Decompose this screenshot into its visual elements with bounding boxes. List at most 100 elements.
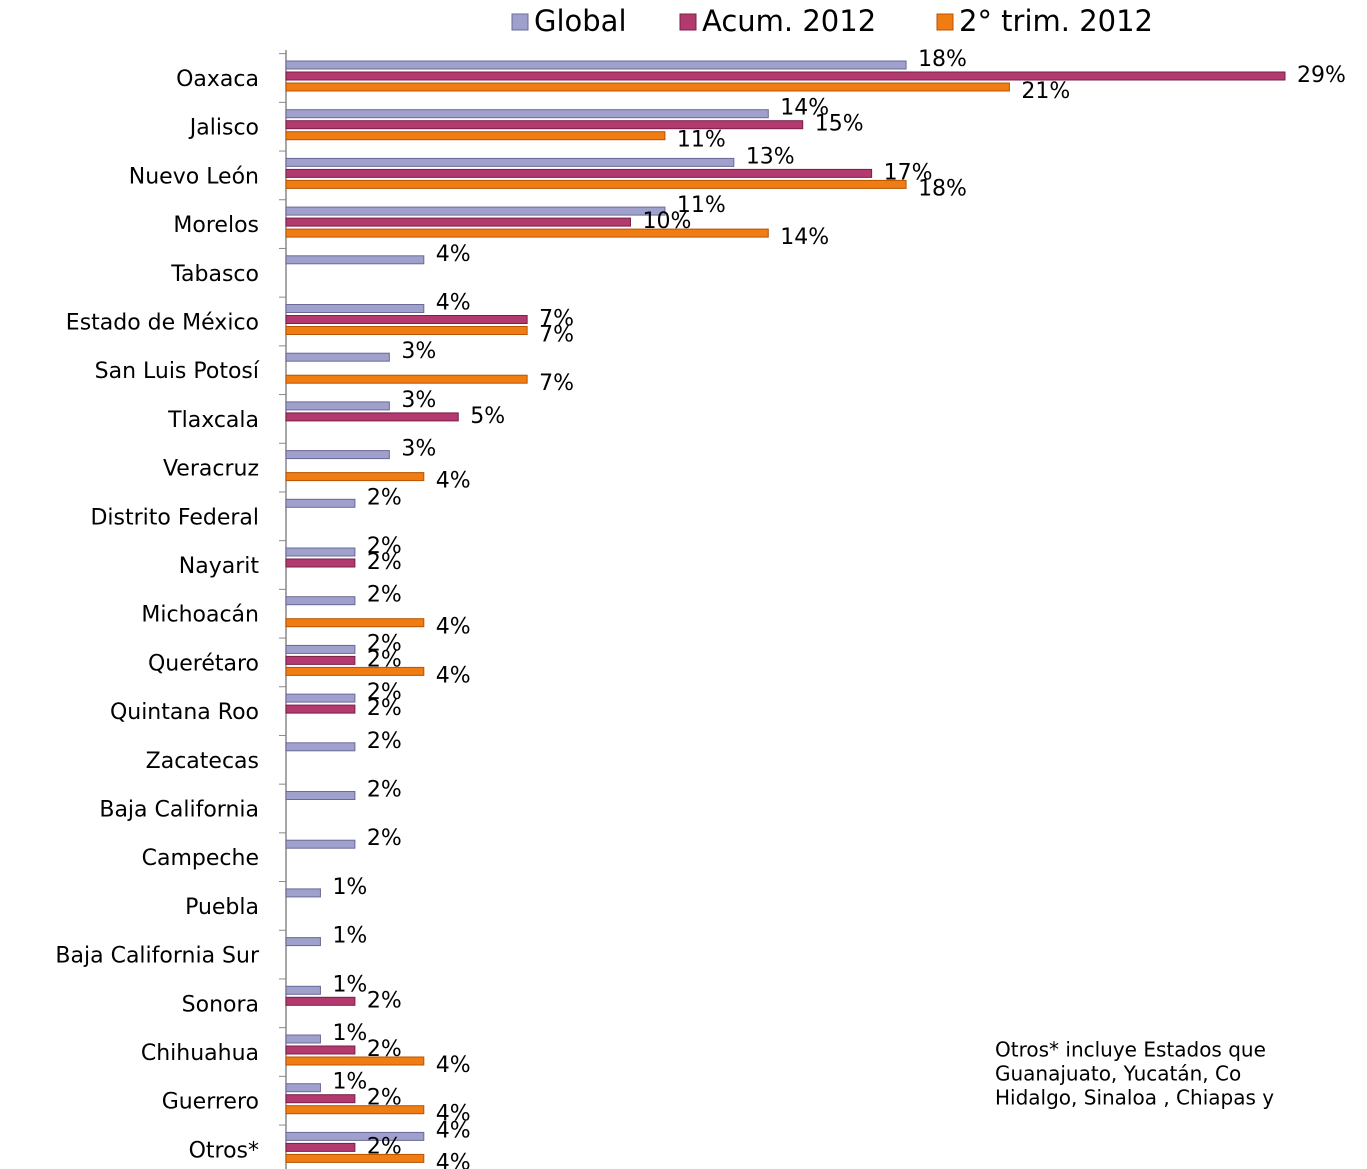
- legend-swatch: [936, 13, 954, 31]
- data-label: 1%: [332, 1021, 367, 1046]
- bar: [285, 374, 528, 384]
- legend-swatch: [511, 13, 529, 31]
- data-label: 1%: [332, 924, 367, 949]
- data-label: 4%: [436, 469, 471, 494]
- y-tick-label: Tlaxcala: [167, 408, 259, 433]
- bar: [285, 498, 356, 508]
- bar: [285, 1153, 425, 1163]
- bar: [285, 742, 356, 752]
- y-tick-label: Veracruz: [163, 457, 259, 482]
- bar: [285, 255, 425, 265]
- bar: [285, 1105, 425, 1115]
- data-label: 1%: [332, 1070, 367, 1095]
- data-label: 5%: [470, 404, 505, 429]
- bar: [285, 131, 666, 141]
- bar: [285, 704, 356, 714]
- data-label: 2%: [367, 729, 402, 754]
- y-tick-label: Nayarit: [179, 554, 260, 579]
- y-tick-label: Querétaro: [148, 651, 259, 676]
- data-label: 4%: [436, 1053, 471, 1078]
- bar: [285, 157, 735, 167]
- legend-swatch: [679, 13, 697, 31]
- y-tick-label: Oaxaca: [176, 67, 259, 92]
- bar: [285, 228, 769, 238]
- bar: [285, 82, 1010, 92]
- y-tick-label: Chihuahua: [141, 1041, 259, 1066]
- data-label: 3%: [401, 388, 436, 413]
- data-label: 3%: [401, 339, 436, 364]
- bar: [285, 401, 390, 411]
- bar: [285, 120, 804, 130]
- bar: [285, 996, 356, 1006]
- y-tick-label: Zacatecas: [146, 749, 259, 774]
- data-label: 4%: [436, 663, 471, 688]
- data-label: 3%: [401, 437, 436, 462]
- bar: [285, 179, 907, 189]
- data-label: 4%: [436, 1150, 471, 1169]
- data-label: 4%: [436, 291, 471, 316]
- y-tick-label: Quintana Roo: [110, 700, 259, 725]
- data-label: 2%: [367, 485, 402, 510]
- bar: [285, 693, 356, 703]
- y-tick-label: Puebla: [185, 895, 259, 920]
- bar: [285, 1142, 356, 1152]
- data-label: 4%: [436, 1102, 471, 1127]
- bar: [285, 412, 459, 422]
- y-tick-label: Distrito Federal: [90, 505, 259, 530]
- data-label: 14%: [780, 96, 829, 121]
- note-line: Hidalgo, Sinaloa , Chiapas y: [995, 1086, 1274, 1110]
- y-tick-label: Nuevo León: [129, 164, 259, 189]
- data-label: 2%: [367, 988, 402, 1013]
- bar: [285, 839, 356, 849]
- data-label: 4%: [436, 615, 471, 640]
- bar: [285, 655, 356, 665]
- bar: [285, 1131, 425, 1141]
- bar: [285, 304, 425, 313]
- data-label: 2%: [367, 778, 402, 803]
- bar: [285, 985, 321, 995]
- bar: [285, 644, 356, 654]
- y-tick-label: Otros*: [189, 1138, 259, 1163]
- bar: [285, 1056, 425, 1066]
- bar: [285, 315, 528, 324]
- bar: [285, 450, 390, 460]
- data-label: 18%: [918, 176, 967, 201]
- y-tick-label: Morelos: [173, 213, 259, 238]
- y-tick-label: Guerrero: [162, 1090, 259, 1115]
- bar: [285, 888, 321, 898]
- data-label: 2%: [367, 631, 402, 656]
- bar: [285, 1045, 356, 1055]
- data-label: 13%: [746, 144, 795, 169]
- legend-label: 2° trim. 2012: [959, 4, 1153, 38]
- data-label: 4%: [436, 242, 471, 267]
- y-tick-label: Campeche: [142, 846, 259, 871]
- bar: [285, 1034, 321, 1044]
- data-label: 2%: [367, 550, 402, 575]
- data-label: 7%: [539, 371, 574, 396]
- bar: [285, 217, 631, 227]
- bar: [285, 791, 356, 800]
- bar: [285, 472, 425, 482]
- data-label: 11%: [677, 128, 726, 153]
- bar: [285, 596, 356, 606]
- data-label: 15%: [815, 112, 864, 137]
- y-tick-label: Baja California Sur: [55, 944, 260, 969]
- data-label: 18%: [918, 47, 967, 72]
- bar: [285, 168, 873, 178]
- bar: [285, 547, 356, 557]
- bar: [285, 206, 666, 216]
- data-label: 4%: [436, 1118, 471, 1143]
- bar: [285, 618, 425, 628]
- bar: [285, 60, 907, 70]
- data-label: 2%: [367, 680, 402, 705]
- bar: [285, 109, 769, 119]
- data-label: 29%: [1297, 63, 1346, 88]
- bar: [285, 71, 1286, 81]
- legend-label: Acum. 2012: [702, 4, 876, 38]
- note-line: Otros* incluye Estados que: [995, 1038, 1266, 1062]
- data-label: 1%: [332, 972, 367, 997]
- y-tick-label: San Luis Potosí: [95, 359, 260, 384]
- data-label: 1%: [332, 875, 367, 900]
- y-tick-label: Jalisco: [188, 116, 259, 141]
